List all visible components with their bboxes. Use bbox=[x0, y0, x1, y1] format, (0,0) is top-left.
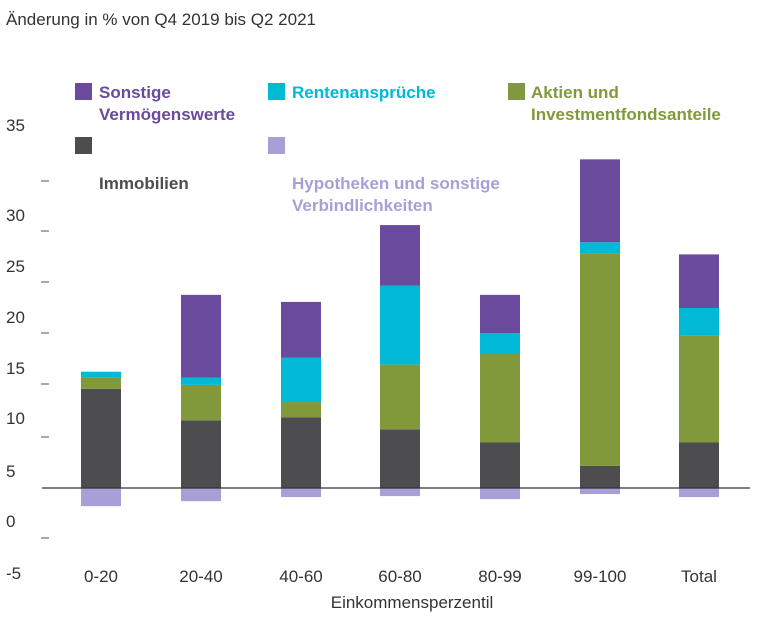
bar-segment bbox=[380, 225, 420, 286]
bar-segment bbox=[580, 242, 620, 254]
bar-segment bbox=[679, 488, 719, 498]
bar-segment bbox=[81, 488, 121, 507]
y-tick-label: 0 bbox=[6, 512, 15, 531]
bar-segment bbox=[281, 402, 321, 418]
bar-segment bbox=[181, 420, 221, 488]
bar-segment bbox=[480, 488, 520, 500]
y-tick-label: 20 bbox=[6, 308, 25, 327]
legend-label: Aktien und bbox=[531, 83, 619, 102]
bar-segment bbox=[281, 357, 321, 403]
bar-segment bbox=[679, 442, 719, 488]
y-tick-label: 10 bbox=[6, 409, 25, 428]
chart-title: Änderung in % von Q4 2019 bis Q2 2021 bbox=[6, 10, 316, 29]
y-tick-label: 25 bbox=[6, 257, 25, 276]
y-tick-label: 15 bbox=[6, 359, 25, 378]
bar-segment bbox=[380, 364, 420, 430]
x-tick-label: 0-20 bbox=[84, 567, 118, 586]
bar-segment bbox=[81, 388, 121, 488]
bar-segment bbox=[81, 377, 121, 389]
y-tick-label: 5 bbox=[6, 462, 15, 481]
legend-swatch bbox=[75, 137, 92, 154]
legend-swatch bbox=[268, 137, 285, 154]
legend-label: Hypotheken und sonstige bbox=[292, 174, 500, 193]
x-axis: 0-20 20-40 40-60 60-80 80-99 99-100 Total bbox=[84, 567, 717, 586]
bar-segment bbox=[380, 285, 420, 365]
x-tick-label: 80-99 bbox=[478, 567, 521, 586]
bar-segment bbox=[281, 417, 321, 488]
bars bbox=[81, 159, 719, 507]
bar-segment bbox=[181, 488, 221, 502]
x-tick-label: 99-100 bbox=[574, 567, 627, 586]
bar-segment bbox=[281, 301, 321, 358]
bar-segment bbox=[380, 488, 420, 497]
legend-swatch bbox=[508, 83, 525, 100]
legend: Sonstige Vermögenswerte Rentenansprüche Akt… bbox=[75, 83, 721, 215]
y-tick-label: 35 bbox=[6, 116, 25, 135]
bar-segment bbox=[480, 294, 520, 334]
bar-segment bbox=[580, 465, 620, 488]
x-tick-label: 20-40 bbox=[179, 567, 222, 586]
bar-segment bbox=[380, 429, 420, 488]
bar-segment bbox=[480, 353, 520, 443]
bar-segment bbox=[679, 307, 719, 336]
bar-segment bbox=[181, 384, 221, 421]
x-tick-label: Total bbox=[681, 567, 717, 586]
y-axis: 35 30 25 20 15 10 5 0 -5 bbox=[6, 116, 49, 583]
bar-segment bbox=[580, 159, 620, 243]
bar-segment bbox=[480, 333, 520, 354]
legend-label: Immobilien bbox=[99, 174, 189, 193]
bar-segment bbox=[81, 371, 121, 378]
x-axis-label: Einkommensperzentil bbox=[331, 593, 494, 612]
y-tick-label: 30 bbox=[6, 206, 25, 225]
x-tick-label: 40-60 bbox=[279, 567, 322, 586]
bar-segment bbox=[281, 488, 321, 498]
bar-segment bbox=[580, 253, 620, 466]
legend-label: Sonstige bbox=[99, 83, 171, 102]
legend-label: Investmentfondsanteile bbox=[531, 105, 721, 124]
legend-label: Verbindlichkeiten bbox=[292, 196, 433, 215]
y-tick-label: -5 bbox=[6, 564, 21, 583]
bar-segment bbox=[580, 488, 620, 495]
legend-swatch bbox=[268, 83, 285, 100]
legend-swatch bbox=[75, 83, 92, 100]
bar-segment bbox=[181, 294, 221, 378]
bar-segment bbox=[679, 254, 719, 308]
bar-segment bbox=[679, 335, 719, 443]
bar-segment bbox=[181, 377, 221, 385]
bar-segment bbox=[480, 442, 520, 488]
legend-label: Vermögenswerte bbox=[99, 105, 235, 124]
x-tick-label: 60-80 bbox=[378, 567, 421, 586]
legend-label: Rentenansprüche bbox=[292, 83, 436, 102]
